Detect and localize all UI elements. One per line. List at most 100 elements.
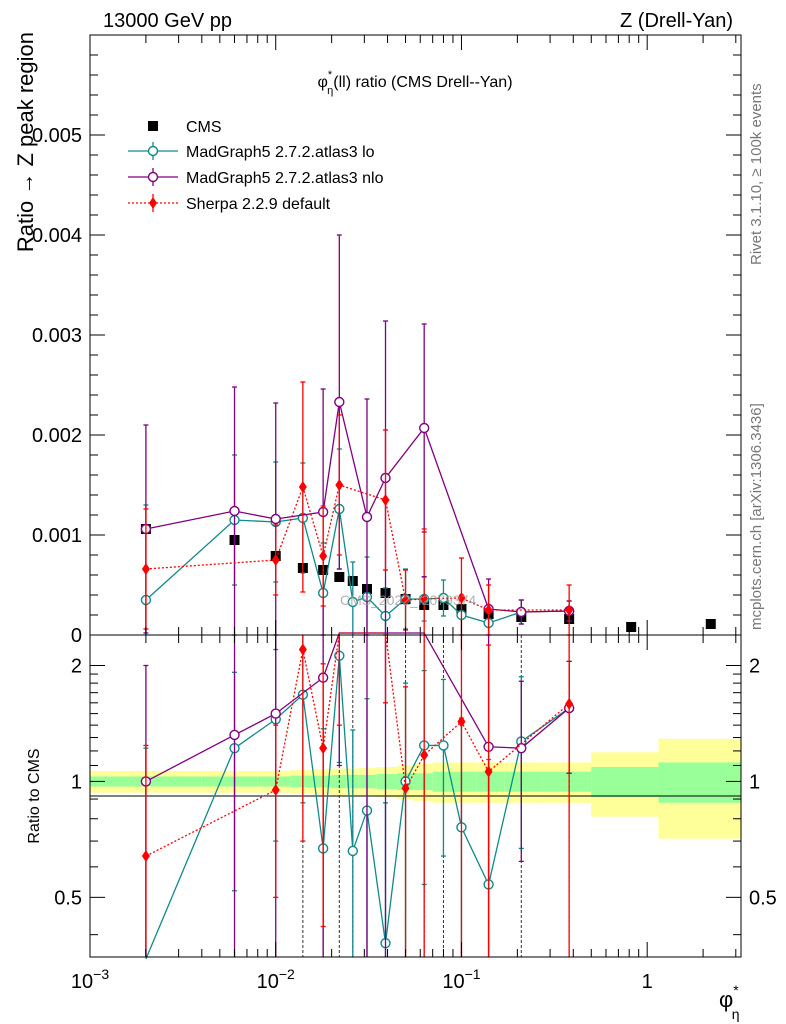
main-y-axis: 0 0.001 0.002 0.003 0.004 0.005 [32,54,741,647]
main-point-madgraph5-2-7-2-atlas3-nlo [361,511,373,523]
ratio-band-inner [290,775,314,788]
ratio-point-sherpa-2-2-9-default [484,765,493,778]
main-point-cms [334,572,345,582]
xlabel-star: * [733,982,739,998]
xtick-exponent: −1 [465,966,481,982]
xtick-exponent: −3 [93,966,109,982]
rivet-label: Rivet 3.1.10, ≥ 100k events [748,83,765,265]
ratio-line-madgraph5-2-7-2-atlas3-lo [145,655,570,960]
ratio-point-madgraph5-2-7-2-atlas3-nlo [516,742,527,754]
ratio-band-inner [476,771,505,792]
ratio-ytick-label: 2 [71,655,82,677]
ratio-y-axis: 0.5 0.5 1 1 2 2 [54,655,777,936]
ratio-uncertainty-bands [90,738,741,839]
ratio-band-inner [658,762,741,803]
ratio-band-inner [257,776,291,787]
ratio-xtick-label: 10−3 [71,966,109,993]
main-series-layer [140,234,716,636]
ratio-point-madgraph5-2-7-2-atlas3-lo [347,845,358,857]
ratio-point-madgraph5-2-7-2-atlas3-nlo [229,729,240,741]
legend-label-cms: CMS [186,119,222,136]
main-x-ticks [89,35,737,635]
main-point-madgraph5-2-7-2-atlas3-nlo [516,606,527,618]
ratio-ytick-label-right: 0.5 [749,887,777,909]
ratio-xtick-label: 10−2 [257,966,295,993]
ratio-ylabel: Ratio to CMS [26,748,43,843]
ratio-panel: 0.5 0.51 12 2 10−3 10−2 10−1 1 [54,576,777,993]
main-point-sherpa-2-2-9-default [319,550,328,562]
ratio-point-sherpa-2-2-9-default [141,850,150,863]
main-point-sherpa-2-2-9-default [141,563,150,575]
ratio-xtick-label: 10−1 [442,966,480,993]
main-ytick-label: 0.004 [32,225,82,247]
main-point-madgraph5-2-7-2-atlas3-nlo [270,513,281,525]
ratio-point-sherpa-2-2-9-default [420,749,429,762]
title-eta: η [327,85,333,97]
main-line-madgraph5-2-7-2-atlas3-lo [145,508,570,624]
ratio-band-inner [452,771,477,792]
main-plot-area [90,35,741,635]
legend-label-sherpa-2-2-9-default: Sherpa 2.2.9 default [186,196,331,213]
ratio-band-inner [376,774,398,790]
xtick-base: 10 [257,971,279,993]
ratio-point-sherpa-2-2-9-default [298,643,307,656]
legend-marker-sherpa-2-2-9-default [149,197,157,209]
main-ytick-label: 0 [71,625,82,647]
main-point-sherpa-2-2-9-default [298,481,307,493]
xlabel: φ* η [719,982,740,1022]
title-star: * [328,69,333,81]
ratio-series-layer [140,576,575,960]
main-point-sherpa-2-2-9-default [401,594,410,606]
main-ytick-label: 0.005 [32,125,82,147]
main-point-sherpa-2-2-9-default [335,479,344,491]
ratio-line-sherpa-2-2-9-default [145,632,570,857]
ratio-point-madgraph5-2-7-2-atlas3-lo [438,740,449,751]
main-title: φ* η(ll) ratio (CMS Drell--Yan) [317,69,512,97]
legend-marker-madgraph5-2-7-2-atlas3-lo [147,145,159,157]
legend-marker-madgraph5-2-7-2-atlas3-nlo [147,171,159,183]
legend-item-cms: CMS [148,119,222,136]
main-point-sherpa-2-2-9-default [565,604,574,616]
ratio-band-inner [591,767,659,798]
legend: CMS MadGraph5 2.7.2.atlas3 lo MadGraph5 2.… [128,119,384,213]
ratio-band-inner [358,774,377,789]
xtick-base: 10 [71,971,93,993]
main-ytick-label: 0.001 [32,525,82,547]
main-point-sherpa-2-2-9-default [484,604,493,616]
legend-marker-cms [148,121,158,131]
ratio-xtick-label: 1 [642,971,653,993]
main-series-sherpa-2-2-9-default [141,381,574,636]
main-point-sherpa-2-2-9-default [420,593,429,605]
ratio-ytick-label: 0.5 [54,887,82,909]
main-panel: 0 0.001 0.002 0.003 0.004 0.005 [32,34,742,647]
main-point-sherpa-2-2-9-default [381,494,390,506]
main-point-madgraph5-2-7-2-atlas3-nlo [418,422,430,434]
xtick-base: 1 [642,971,653,993]
main-point-cms [705,619,716,629]
legend-label-madgraph5-2-7-2-atlas3-nlo: MadGraph5 2.7.2.atlas3 nlo [186,170,384,187]
ratio-ytick-label-right: 1 [749,771,760,793]
xlabel-eta: η [732,1006,740,1022]
ratio-point-sherpa-2-2-9-default [457,715,466,728]
main-point-madgraph5-2-7-2-atlas3-nlo [334,396,345,408]
ratio-ytick-label: 1 [71,771,82,793]
xlabel-phi: φ [719,987,733,1012]
title-tail: (ll) ratio (CMS Drell--Yan) [333,74,512,91]
legend-item-madgraph5-2-7-2-atlas3-nlo: MadGraph5 2.7.2.atlas3 nlo [128,168,384,187]
main-point-madgraph5-2-7-2-atlas3-lo [347,596,358,608]
ratio-frame [89,634,742,958]
legend-item-madgraph5-2-7-2-atlas3-lo: MadGraph5 2.7.2.atlas3 lo [128,142,375,161]
main-ylabel: Ratio → Z peak region [13,32,38,252]
ratio-ytick-label-right: 2 [749,655,760,677]
ratio-point-sherpa-2-2-9-default [401,782,410,795]
main-point-cms [626,622,637,632]
header-left: 13000 GeV pp [103,10,232,32]
ratio-line-madgraph5-2-7-2-atlas3-nlo [145,632,570,782]
ratio-point-sherpa-2-2-9-default [565,697,574,710]
mcplots-label: mcplots.cern.ch [arXiv:1306.3436] [748,403,765,630]
ratio-band-inner [541,771,592,792]
title-phi: φ [317,74,327,91]
main-point-sherpa-2-2-9-default [271,554,280,566]
legend-label-madgraph5-2-7-2-atlas3-lo: MadGraph5 2.7.2.atlas3 lo [186,144,375,161]
